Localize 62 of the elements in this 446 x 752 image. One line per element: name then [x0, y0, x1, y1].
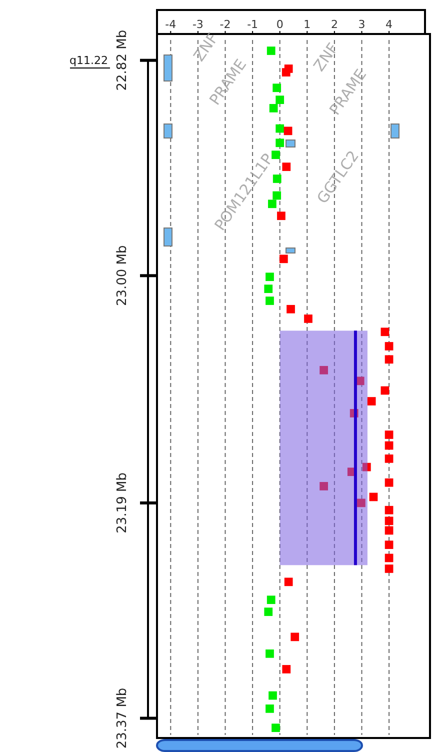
- x-tick-label: -3: [192, 18, 204, 31]
- point: [369, 492, 378, 502]
- point: [380, 328, 390, 336]
- point: [320, 482, 328, 490]
- point: [290, 632, 300, 642]
- point: [266, 296, 274, 305]
- point: [266, 649, 274, 658]
- point: [266, 46, 276, 55]
- y-tick-label: 23.00 Mb: [115, 245, 130, 306]
- point: [272, 191, 282, 200]
- x-tick-label: 2: [330, 18, 338, 31]
- point: [384, 554, 394, 562]
- x-tick-label: 0: [276, 18, 284, 31]
- point: [264, 284, 273, 293]
- point: [266, 596, 276, 604]
- point: [380, 386, 390, 395]
- point: [272, 150, 280, 160]
- y-tick-label: 22.82 Mb: [115, 30, 130, 91]
- point: [269, 104, 278, 112]
- point: [367, 397, 376, 406]
- point: [284, 126, 292, 136]
- point: [279, 254, 288, 264]
- point: [286, 304, 295, 314]
- point: [320, 366, 328, 374]
- point: [384, 430, 394, 439]
- point: [276, 138, 284, 148]
- point: [362, 462, 371, 472]
- point: [357, 498, 366, 508]
- point: [384, 564, 394, 573]
- point: [384, 441, 394, 450]
- point: [272, 724, 280, 732]
- point: [277, 212, 286, 220]
- x-tick-label: 3: [358, 18, 366, 31]
- y-tick-label: 23.19 Mb: [115, 472, 130, 534]
- y-tick-label: 23.37 Mb: [115, 688, 130, 749]
- x-tick-label: -2: [220, 18, 231, 31]
- point: [384, 506, 394, 514]
- point: [384, 454, 394, 463]
- point: [282, 665, 291, 674]
- point: [384, 355, 394, 364]
- point: [266, 272, 274, 282]
- point: [266, 704, 274, 713]
- x-tick-label: -1: [247, 18, 258, 31]
- point: [282, 162, 291, 171]
- point: [384, 342, 394, 350]
- x-tick-label: 4: [386, 18, 393, 31]
- point: [282, 68, 290, 76]
- point: [272, 174, 282, 183]
- point: [384, 478, 394, 487]
- point: [384, 540, 394, 549]
- point: [304, 314, 312, 323]
- point: [384, 516, 394, 526]
- x-tick-label: 1: [304, 18, 311, 31]
- point: [276, 96, 284, 104]
- point: [264, 608, 273, 616]
- point: [268, 691, 277, 700]
- point: [284, 578, 293, 586]
- point: [276, 124, 284, 133]
- point: [272, 84, 282, 92]
- text: q11.22: [70, 54, 108, 67]
- point: [384, 526, 394, 535]
- x-tick-label: -4: [165, 18, 176, 31]
